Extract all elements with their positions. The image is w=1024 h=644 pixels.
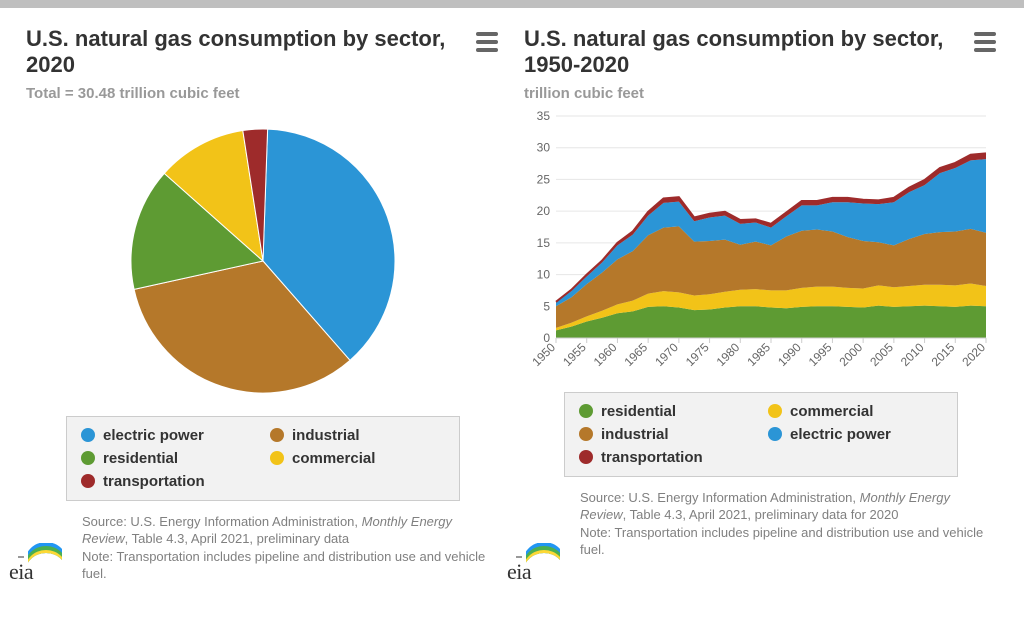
area-legend: residential commercial industrial electric … — [564, 392, 958, 477]
eia-logo: eia — [6, 541, 66, 585]
svg-text:1985: 1985 — [744, 340, 773, 369]
legend-swatch — [81, 428, 95, 442]
top-divider — [0, 0, 1024, 8]
legend-label: industrial — [292, 427, 360, 444]
area-panel: U.S. natural gas consumption by sector, … — [524, 26, 998, 583]
legend-label: electric power — [103, 427, 204, 444]
legend-label: residential — [103, 450, 178, 467]
svg-text:1950: 1950 — [529, 340, 558, 369]
legend-item-transportation[interactable]: transportation — [81, 473, 256, 490]
pie-legend: electric power industrial residential comme… — [66, 416, 460, 501]
svg-text:10: 10 — [537, 267, 551, 281]
svg-text:1955: 1955 — [560, 340, 589, 369]
svg-text:1975: 1975 — [683, 340, 712, 369]
svg-text:2005: 2005 — [867, 340, 896, 369]
pie-source-note: Source: U.S. Energy Information Administ… — [82, 513, 499, 583]
svg-text:1995: 1995 — [806, 340, 835, 369]
legend-swatch — [579, 404, 593, 418]
svg-text:30: 30 — [537, 140, 551, 154]
legend-label: residential — [601, 403, 676, 420]
pie-chart-area — [26, 110, 500, 410]
eia-logo: eia — [504, 541, 564, 585]
legend-swatch — [768, 427, 782, 441]
svg-text:2015: 2015 — [929, 340, 958, 369]
hamburger-icon — [476, 32, 498, 36]
svg-text:25: 25 — [537, 172, 551, 186]
svg-text:1970: 1970 — [652, 340, 681, 369]
legend-swatch — [579, 450, 593, 464]
legend-item-electric-power[interactable]: electric power — [768, 426, 943, 443]
svg-text:15: 15 — [537, 236, 551, 250]
pie-panel: U.S. natural gas consumption by sector, … — [26, 26, 500, 583]
legend-item-residential[interactable]: residential — [579, 403, 754, 420]
hamburger-icon — [974, 32, 996, 36]
legend-item-residential[interactable]: residential — [81, 450, 256, 467]
legend-swatch — [270, 451, 284, 465]
legend-label: commercial — [292, 450, 375, 467]
area-menu-button[interactable] — [972, 26, 998, 58]
legend-label: transportation — [103, 473, 205, 490]
svg-text:1965: 1965 — [621, 340, 650, 369]
legend-label: electric power — [790, 426, 891, 443]
panels-container: U.S. natural gas consumption by sector, … — [0, 8, 1024, 583]
area-header: U.S. natural gas consumption by sector, … — [524, 26, 998, 110]
legend-label: transportation — [601, 449, 703, 466]
pie-title: U.S. natural gas consumption by sector, … — [26, 26, 474, 79]
pie-menu-button[interactable] — [474, 26, 500, 58]
legend-swatch — [81, 451, 95, 465]
pie-subtitle: Total = 30.48 trillion cubic feet — [26, 85, 474, 102]
legend-label: industrial — [601, 426, 669, 443]
svg-text:2000: 2000 — [836, 340, 865, 369]
legend-item-commercial[interactable]: commercial — [768, 403, 943, 420]
pie-header: U.S. natural gas consumption by sector, … — [26, 26, 500, 110]
legend-swatch — [768, 404, 782, 418]
svg-text:2010: 2010 — [898, 340, 927, 369]
pie-chart — [98, 115, 428, 405]
area-source-note: Source: U.S. Energy Information Administ… — [580, 489, 997, 559]
area-chart-area: 0510152025303519501955196019651970197519… — [524, 110, 998, 386]
svg-text:1990: 1990 — [775, 340, 804, 369]
area-subtitle: trillion cubic feet — [524, 85, 972, 102]
area-chart: 0510152025303519501955196019651970197519… — [524, 110, 994, 386]
legend-swatch — [81, 474, 95, 488]
svg-text:1980: 1980 — [714, 340, 743, 369]
svg-text:2020: 2020 — [959, 340, 988, 369]
legend-item-electric-power[interactable]: electric power — [81, 427, 256, 444]
svg-text:35: 35 — [537, 110, 551, 123]
legend-item-transportation[interactable]: transportation — [579, 449, 754, 466]
svg-text:5: 5 — [543, 299, 550, 313]
area-title: U.S. natural gas consumption by sector, … — [524, 26, 972, 79]
legend-item-industrial[interactable]: industrial — [270, 427, 445, 444]
legend-label: commercial — [790, 403, 873, 420]
svg-text:1960: 1960 — [591, 340, 620, 369]
legend-item-industrial[interactable]: industrial — [579, 426, 754, 443]
svg-text:20: 20 — [537, 204, 551, 218]
legend-item-commercial[interactable]: commercial — [270, 450, 445, 467]
legend-swatch — [270, 428, 284, 442]
legend-swatch — [579, 427, 593, 441]
